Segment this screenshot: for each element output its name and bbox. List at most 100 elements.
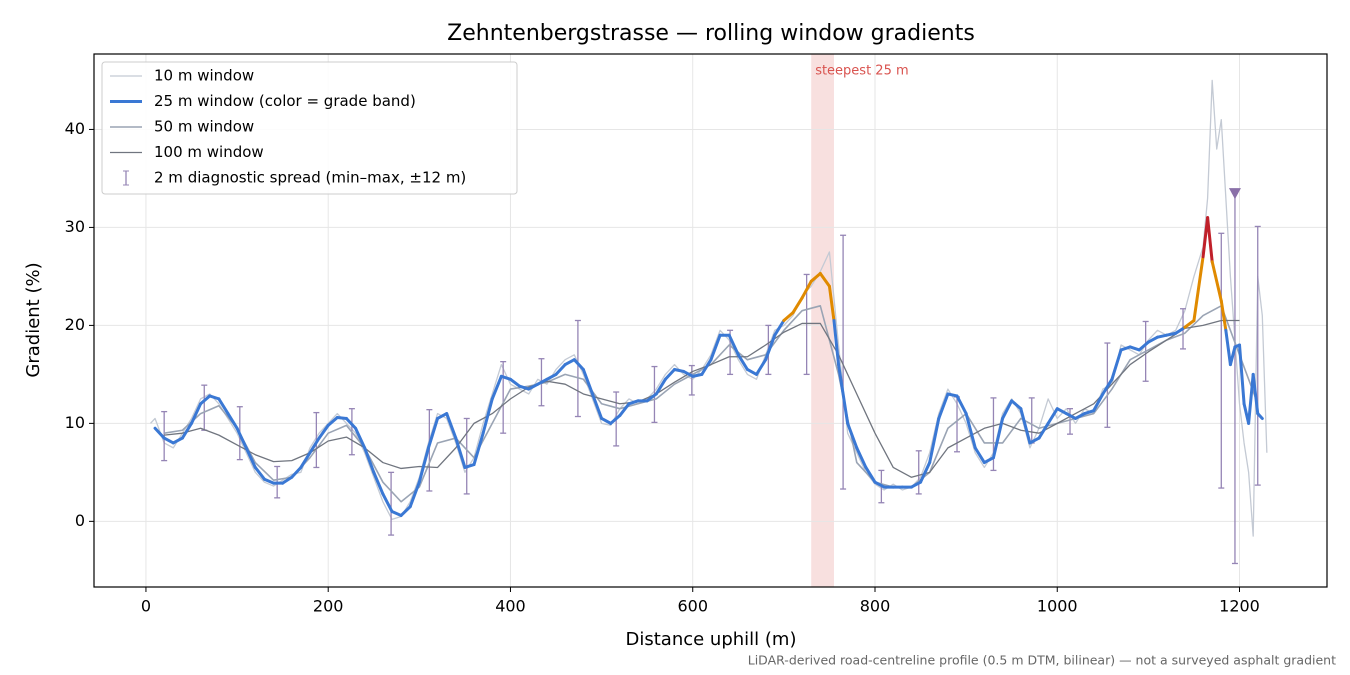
line-segment — [1210, 260, 1223, 303]
line-segment — [919, 461, 932, 484]
line-segment — [1155, 333, 1169, 339]
line-segment — [426, 416, 440, 450]
line-segment — [1055, 407, 1068, 416]
y-tick-label: 30 — [65, 217, 85, 236]
line-segment — [1238, 343, 1246, 406]
x-tick-label: 400 — [495, 597, 526, 616]
x-tick-label: 600 — [677, 597, 708, 616]
line-segment — [645, 392, 658, 403]
line-segment — [162, 436, 175, 445]
line-segment — [709, 333, 722, 362]
line-segment — [508, 377, 522, 388]
line-segment — [563, 358, 576, 367]
line-segment — [262, 477, 276, 485]
line-segment — [171, 436, 184, 445]
line-segment — [554, 363, 567, 376]
line-segment — [1192, 255, 1205, 322]
line-segment — [153, 426, 166, 440]
legend-box — [101, 61, 518, 195]
line-segment — [208, 394, 221, 401]
line-segment — [581, 367, 594, 396]
line-segment — [436, 412, 449, 420]
y-tick-label: 20 — [65, 315, 85, 334]
line-segment — [518, 384, 531, 391]
line-segment — [964, 412, 977, 450]
y-tick-label: 40 — [65, 119, 85, 138]
line-segment — [1219, 299, 1228, 332]
y-tick-label: 10 — [65, 413, 85, 432]
line-segment — [827, 284, 836, 322]
line-segment — [846, 421, 859, 450]
line-segment — [946, 392, 959, 398]
chart-title: Zehntenbergstrasse — rolling window grad… — [447, 21, 975, 46]
line-segment — [344, 416, 358, 430]
line-segment — [873, 480, 886, 489]
line-segment — [326, 415, 339, 427]
x-tick-label: 800 — [860, 597, 891, 616]
line-segment — [281, 475, 294, 485]
y-tick-label: 0 — [75, 511, 85, 530]
x-tick-label: 1200 — [1219, 597, 1260, 616]
footnote: LiDAR-derived road-centreline profile (0… — [748, 653, 1336, 668]
legend-label: 25 m window (color = grade band) — [154, 92, 416, 110]
line-segment — [1028, 436, 1041, 445]
line-segment — [673, 367, 686, 373]
line-segment — [317, 423, 330, 440]
line-segment — [809, 271, 822, 283]
line-segment — [417, 446, 430, 484]
line-segment — [1251, 372, 1260, 416]
line-segment — [390, 510, 403, 517]
line-segment — [226, 412, 239, 430]
line-segment — [1119, 345, 1132, 352]
line-segment — [399, 505, 412, 517]
line-segment — [545, 372, 558, 381]
line-segment — [1019, 407, 1032, 445]
line-segment — [818, 271, 831, 288]
line-segment — [982, 456, 995, 465]
line-segment — [199, 394, 212, 406]
line-segment — [536, 377, 549, 386]
line-segment — [1073, 412, 1087, 420]
line-segment — [1183, 319, 1196, 329]
line-segment — [654, 377, 667, 396]
line-segment — [1146, 335, 1159, 344]
line-segment — [937, 392, 950, 420]
line-segment — [244, 446, 257, 469]
line-segment — [1224, 328, 1232, 367]
line-segment — [755, 358, 768, 376]
line-segment — [499, 374, 512, 381]
line-segment — [1247, 372, 1255, 425]
plot-frame — [93, 53, 1328, 588]
line-segment — [700, 358, 713, 376]
legend-label: 50 m window — [154, 118, 254, 136]
line-segment — [527, 382, 540, 391]
x-tick-label: 0 — [141, 597, 151, 616]
line-segment — [837, 363, 850, 425]
line-segment — [928, 416, 941, 465]
line-segment — [764, 333, 777, 362]
line-segment — [1046, 407, 1059, 425]
highlight-span — [811, 54, 834, 587]
line-segment — [1001, 399, 1014, 420]
line-segment — [832, 319, 841, 367]
line-segment — [791, 296, 804, 315]
line-segment — [1165, 331, 1178, 337]
line-segment — [1092, 392, 1105, 413]
line-segment — [1010, 399, 1023, 411]
line-segment — [1064, 412, 1077, 420]
line-segment — [1137, 340, 1150, 352]
line-segment — [682, 369, 695, 378]
line-segment — [1228, 345, 1237, 367]
line-segment — [1110, 348, 1123, 381]
line-segment — [736, 353, 749, 371]
line-segment — [855, 446, 868, 469]
line-segment — [381, 492, 394, 514]
line-segment — [590, 392, 604, 420]
line — [164, 319, 1240, 478]
line-segment — [1174, 325, 1187, 335]
line-segment — [691, 372, 704, 378]
line-segment — [991, 416, 1005, 460]
x-tick-label: 200 — [313, 597, 344, 616]
line-segment — [864, 465, 877, 484]
